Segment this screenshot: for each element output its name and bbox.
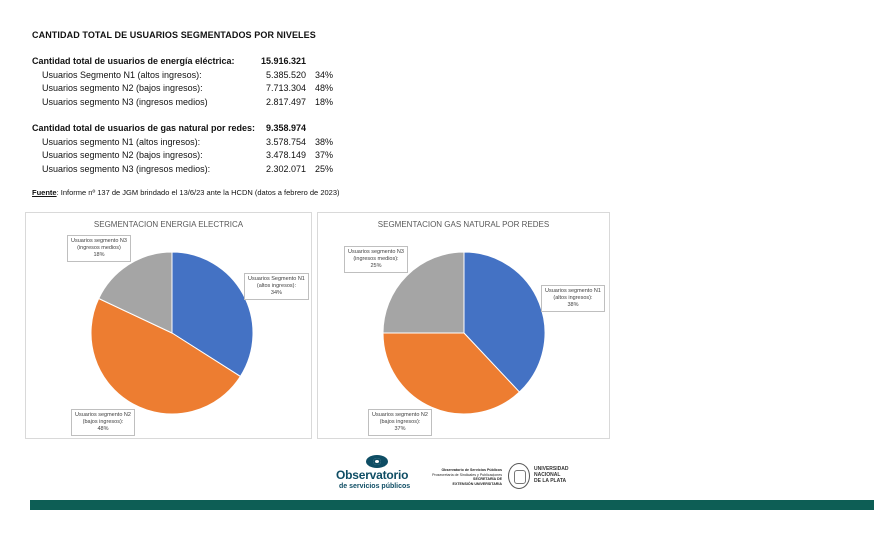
row-label: Usuarios segmento N3 (ingresos medios) [42, 96, 208, 107]
row-label: Usuarios segmento N1 (altos ingresos): [42, 136, 201, 147]
label-line: (altos ingresos): [553, 295, 593, 301]
label-percent: 38% [567, 302, 579, 308]
label-line: Usuarios segmento N1 [545, 288, 601, 294]
electricity-table: Cantidad total de usuarios de energía el… [32, 55, 362, 109]
source-note: Fuente: Informe nº 137 de JGM brindado e… [32, 188, 340, 197]
row-percent: 37% [315, 150, 334, 160]
pie-label-n2: Usuarios segmento N2 (bajos ingresos): 4… [71, 409, 135, 436]
pie-label-n1: Usuarios Segmento N1 (altos ingresos): 3… [244, 273, 309, 300]
source-text: : Informe nº 137 de JGM brindado el 13/6… [56, 188, 340, 197]
observatorio-logo: Observatorio de servicios públicos [336, 455, 426, 495]
label-percent: 34% [270, 290, 282, 296]
label-line: Usuarios segmento N3 [348, 249, 404, 255]
row-value: 7.713.304 [265, 83, 306, 93]
gas-total-value: 9.358.974 [265, 123, 306, 133]
label-line: (altos ingresos): [256, 283, 296, 289]
gas-total-label: Cantidad total de usuarios de gas natura… [32, 123, 256, 133]
table-row: Usuarios segmento N2 (bajos ingresos): 3… [32, 149, 362, 163]
pie-slice-n2 [382, 332, 521, 415]
university-name: UNIVERSIDAD NACIONAL DE LA PLATA [534, 466, 568, 484]
label-percent: 48% [97, 426, 109, 432]
footer-institution-text: Observatorio de Servicios Públicos Prose… [432, 468, 502, 486]
page-title: CANTIDAD TOTAL DE USUARIOS SEGMENTADOS P… [32, 30, 316, 40]
eye-icon [366, 455, 388, 468]
chart-title: SEGMENTACION GAS NATURAL POR REDES [377, 220, 550, 229]
label-line: (ingresos medios) [77, 245, 121, 251]
pie-slice-n2 [90, 297, 242, 415]
row-value: 3.578.754 [265, 136, 306, 147]
row-label: Usuarios segmento N2 (bajos ingresos): [42, 83, 203, 93]
pie-label-n1: Usuarios segmento N1 (altos ingresos): 3… [541, 285, 605, 312]
row-value: 5.385.520 [265, 69, 306, 80]
electricity-pie-chart: SEGMENTACION ENERGIA ELECTRICA Usuarios … [25, 212, 312, 439]
label-line: Usuarios segmento N2 [75, 412, 131, 418]
footer-line: NACIONAL [534, 472, 561, 478]
label-line: Usuarios segmento N2 [372, 412, 428, 418]
label-percent: 18% [93, 252, 105, 258]
university-seal-icon [508, 463, 530, 489]
row-label: Usuarios segmento N3 (ingresos medios): [42, 163, 211, 174]
label-percent: 37% [394, 426, 406, 432]
table-row: Usuarios segmento N2 (bajos ingresos): 7… [32, 82, 362, 96]
label-line: Usuarios segmento N3 [71, 238, 127, 244]
footer-line: EXTENSIÓN UNIVERSITARIA [452, 481, 502, 486]
electricity-pie-svg [90, 251, 254, 415]
footer-line: Prosecretaría de Sindicales y Publicacio… [432, 472, 502, 477]
electricity-total-row: Cantidad total de usuarios de energía el… [32, 55, 362, 69]
label-line: (bajos ingresos): [82, 419, 124, 425]
row-value: 2.302.071 [265, 163, 306, 174]
row-percent: 48% [315, 83, 334, 93]
row-value: 2.817.497 [265, 96, 306, 107]
row-percent: 34% [315, 69, 334, 80]
footer-line: SECRETARÍA DE [473, 477, 502, 481]
row-percent: 25% [315, 163, 334, 174]
gas-table: Cantidad total de usuarios de gas natura… [32, 122, 362, 176]
row-percent: 18% [315, 96, 334, 107]
table-row: Usuarios Segmento N1 (altos ingresos): 5… [32, 69, 362, 83]
label-line: (bajos ingresos): [379, 419, 421, 425]
footer-line: Observatorio de Servicios Públicos [441, 468, 502, 472]
row-label: Usuarios segmento N2 (bajos ingresos): [42, 150, 203, 160]
logo-subtitle: de servicios públicos [339, 483, 411, 490]
chart-title: SEGMENTACION ENERGIA ELECTRICA [93, 220, 244, 229]
label-line: Usuarios Segmento N1 [248, 276, 305, 282]
label-percent: 25% [370, 263, 382, 269]
pie-slice-n3 [98, 251, 173, 334]
label-line: (ingresos medios): [353, 256, 399, 262]
table-row: Usuarios segmento N1 (altos ingresos): 3… [32, 136, 362, 150]
electricity-total-label: Cantidad total de usuarios de energía el… [32, 56, 235, 66]
table-row: Usuarios segmento N3 (ingresos medios) 2… [32, 96, 362, 110]
gas-pie-chart: SEGMENTACION GAS NATURAL POR REDES Usuar… [317, 212, 610, 439]
table-row: Usuarios segmento N3 (ingresos medios): … [32, 163, 362, 177]
footer-line: UNIVERSIDAD [534, 466, 569, 472]
source-label: Fuente [32, 188, 57, 197]
logo-title: Observatorio [336, 468, 409, 482]
row-label: Usuarios Segmento N1 (altos ingresos): [42, 69, 202, 80]
footer-line: DE LA PLATA [534, 478, 567, 484]
electricity-total-value: 15.916.321 [260, 56, 306, 66]
footer-bar [30, 500, 874, 510]
pie-slice-n3 [382, 251, 465, 334]
gas-total-row: Cantidad total de usuarios de gas natura… [32, 122, 362, 136]
row-percent: 38% [315, 136, 334, 147]
gas-pie-svg [382, 251, 546, 415]
row-value: 3.478.149 [265, 150, 306, 160]
pie-slice-n1 [463, 251, 546, 393]
pie-label-n3: Usuarios segmento N3 (ingresos medios) 1… [67, 235, 131, 262]
pie-label-n2: Usuarios segmento N2 (bajos ingresos): 3… [368, 409, 432, 436]
pie-label-n3: Usuarios segmento N3 (ingresos medios): … [344, 246, 408, 273]
